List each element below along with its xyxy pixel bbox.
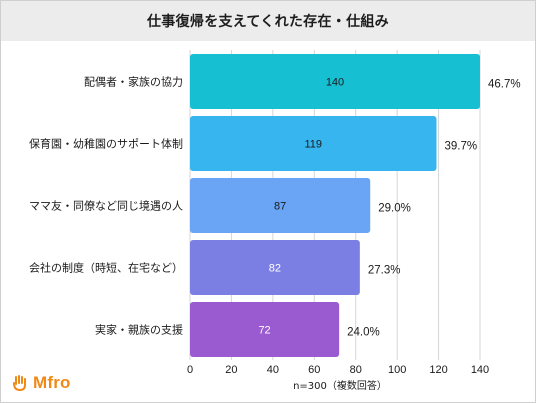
category-label-3: 会社の制度（時短、在宅など） — [29, 261, 183, 275]
x-tick-label-1: 20 — [225, 364, 237, 376]
category-label-0: 配偶者・家族の協力 — [84, 75, 183, 89]
bar-1 — [190, 116, 437, 171]
bar-value-label-1: 119 — [304, 139, 322, 151]
bar-value-label-4: 72 — [258, 325, 270, 337]
category-label-2: ママ友・同僚など同じ境遇の人 — [29, 199, 183, 213]
bar-percent-label-4: 24.0% — [347, 327, 380, 339]
bar-value-label-2: 87 — [274, 201, 286, 213]
x-tick-label-2: 40 — [267, 364, 279, 376]
category-label-1: 保育園・幼稚園のサポート体制 — [29, 137, 183, 151]
category-label-4: 実家・親族の支援 — [95, 323, 183, 337]
brand-logo: Mfro — [10, 372, 71, 394]
bar-3 — [190, 240, 360, 295]
bar-4 — [190, 302, 340, 357]
x-tick-label-7: 140 — [471, 364, 489, 376]
x-tick-label-5: 100 — [388, 364, 406, 376]
x-tick-label-4: 80 — [350, 364, 362, 376]
x-tick-label-6: 120 — [429, 364, 447, 376]
bar-percent-label-1: 39.7% — [445, 141, 478, 153]
bar-percent-label-3: 27.3% — [368, 265, 401, 277]
hand-wave-icon — [13, 375, 26, 392]
brand-name: Mfro — [33, 373, 71, 392]
bar-2 — [190, 178, 371, 233]
bar-percent-label-2: 29.0% — [378, 203, 411, 215]
bar-value-label-0: 140 — [326, 77, 344, 89]
bar-0 — [190, 54, 480, 109]
bar-percent-label-0: 46.7% — [488, 79, 521, 91]
x-tick-label-0: 0 — [187, 364, 193, 376]
title-bar — [1, 1, 535, 41]
x-axis-label: n=300（複数回答） — [293, 379, 387, 392]
chart-title: 仕事復帰を支えてくれた存在・仕組み — [147, 14, 389, 30]
x-tick-label-3: 60 — [308, 364, 320, 376]
bar-value-label-3: 82 — [269, 263, 281, 275]
